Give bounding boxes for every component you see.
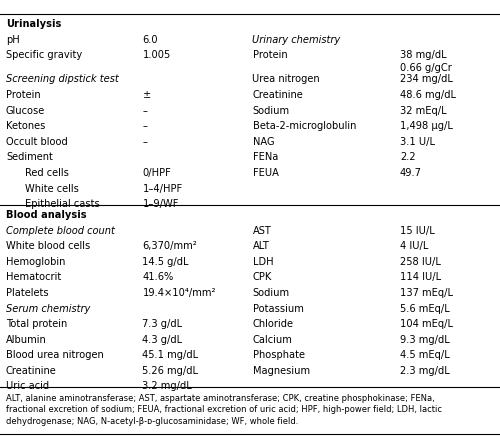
Text: 3.2 mg/dL: 3.2 mg/dL bbox=[142, 381, 192, 391]
Text: 234 mg/dL: 234 mg/dL bbox=[400, 74, 453, 84]
Text: 0.66 g/gCr: 0.66 g/gCr bbox=[400, 63, 452, 73]
Text: Hemoglobin: Hemoglobin bbox=[6, 256, 66, 266]
Text: 15 IU/L: 15 IU/L bbox=[400, 225, 435, 235]
Text: –: – bbox=[142, 137, 148, 146]
Text: 5.26 mg/dL: 5.26 mg/dL bbox=[142, 365, 199, 375]
Text: 2.3 mg/dL: 2.3 mg/dL bbox=[400, 365, 450, 375]
Text: 3.1 U/L: 3.1 U/L bbox=[400, 137, 435, 146]
Text: –: – bbox=[142, 121, 148, 131]
Text: White cells: White cells bbox=[25, 183, 79, 193]
Text: 4.3 g/dL: 4.3 g/dL bbox=[142, 334, 182, 344]
Text: pH: pH bbox=[6, 35, 20, 45]
Text: 137 mEq/L: 137 mEq/L bbox=[400, 287, 453, 297]
Text: Creatinine: Creatinine bbox=[252, 90, 303, 100]
Text: Sodium: Sodium bbox=[252, 287, 290, 297]
Text: Blood urea nitrogen: Blood urea nitrogen bbox=[6, 350, 104, 360]
Text: 19.4×10⁴/mm²: 19.4×10⁴/mm² bbox=[142, 287, 216, 297]
Text: Urinary chemistry: Urinary chemistry bbox=[252, 35, 341, 45]
Text: Complete blood count: Complete blood count bbox=[6, 225, 115, 235]
Text: Chloride: Chloride bbox=[252, 318, 294, 328]
Text: Hematocrit: Hematocrit bbox=[6, 272, 61, 282]
Text: 4 IU/L: 4 IU/L bbox=[400, 240, 428, 251]
Text: 48.6 mg/dL: 48.6 mg/dL bbox=[400, 90, 456, 100]
Text: White blood cells: White blood cells bbox=[6, 240, 90, 251]
Text: Uric acid: Uric acid bbox=[6, 381, 49, 391]
Text: 2.2: 2.2 bbox=[400, 152, 415, 162]
Text: NAG: NAG bbox=[252, 137, 274, 146]
Text: 6.0: 6.0 bbox=[142, 35, 158, 45]
Text: AST: AST bbox=[252, 225, 272, 235]
Text: ALT, alanine aminotransferase; AST, aspartate aminotransferase; CPK, creatine ph: ALT, alanine aminotransferase; AST, aspa… bbox=[6, 393, 442, 425]
Text: Phosphate: Phosphate bbox=[252, 350, 304, 360]
Text: 9.3 mg/dL: 9.3 mg/dL bbox=[400, 334, 450, 344]
Text: Urea nitrogen: Urea nitrogen bbox=[252, 74, 320, 84]
Text: ALT: ALT bbox=[252, 240, 270, 251]
Text: 104 mEq/L: 104 mEq/L bbox=[400, 318, 453, 328]
Text: FENa: FENa bbox=[252, 152, 278, 162]
Text: Specific gravity: Specific gravity bbox=[6, 50, 82, 60]
Text: 114 IU/L: 114 IU/L bbox=[400, 272, 441, 282]
Text: 4.5 mEq/L: 4.5 mEq/L bbox=[400, 350, 450, 360]
Text: Occult blood: Occult blood bbox=[6, 137, 68, 146]
Text: Glucose: Glucose bbox=[6, 106, 45, 115]
Text: Red cells: Red cells bbox=[25, 168, 69, 177]
Text: Sediment: Sediment bbox=[6, 152, 53, 162]
Text: Ketones: Ketones bbox=[6, 121, 46, 131]
Text: Blood analysis: Blood analysis bbox=[6, 209, 86, 219]
Text: Protein: Protein bbox=[6, 90, 40, 100]
Text: 32 mEq/L: 32 mEq/L bbox=[400, 106, 446, 115]
Text: FEUA: FEUA bbox=[252, 168, 278, 177]
Text: LDH: LDH bbox=[252, 256, 273, 266]
Text: 6,370/mm²: 6,370/mm² bbox=[142, 240, 197, 251]
Text: Screening dipstick test: Screening dipstick test bbox=[6, 74, 119, 84]
Text: 1,498 μg/L: 1,498 μg/L bbox=[400, 121, 453, 131]
Text: Potassium: Potassium bbox=[252, 303, 304, 313]
Text: ±: ± bbox=[142, 90, 151, 100]
Text: 41.6%: 41.6% bbox=[142, 272, 174, 282]
Text: 1–4/HPF: 1–4/HPF bbox=[142, 183, 182, 193]
Text: Platelets: Platelets bbox=[6, 287, 48, 297]
Text: Magnesium: Magnesium bbox=[252, 365, 310, 375]
Text: 1.005: 1.005 bbox=[142, 50, 171, 60]
Text: 0/HPF: 0/HPF bbox=[142, 168, 171, 177]
Text: Creatinine: Creatinine bbox=[6, 365, 57, 375]
Text: CPK: CPK bbox=[252, 272, 272, 282]
Text: 49.7: 49.7 bbox=[400, 168, 422, 177]
Text: Epithelial casts: Epithelial casts bbox=[25, 199, 100, 208]
Text: 14.5 g/dL: 14.5 g/dL bbox=[142, 256, 189, 266]
Text: Serum chemistry: Serum chemistry bbox=[6, 303, 90, 313]
Text: Protein: Protein bbox=[252, 50, 287, 60]
Text: 1–9/WF: 1–9/WF bbox=[142, 199, 179, 208]
Text: Calcium: Calcium bbox=[252, 334, 292, 344]
Text: 7.3 g/dL: 7.3 g/dL bbox=[142, 318, 182, 328]
Text: Total protein: Total protein bbox=[6, 318, 67, 328]
Text: –: – bbox=[142, 106, 148, 115]
Text: 5.6 mEq/L: 5.6 mEq/L bbox=[400, 303, 450, 313]
Text: 38 mg/dL: 38 mg/dL bbox=[400, 50, 446, 60]
Text: Beta-2-microglobulin: Beta-2-microglobulin bbox=[252, 121, 356, 131]
Text: 45.1 mg/dL: 45.1 mg/dL bbox=[142, 350, 199, 360]
Text: Albumin: Albumin bbox=[6, 334, 47, 344]
Text: Sodium: Sodium bbox=[252, 106, 290, 115]
Text: 258 IU/L: 258 IU/L bbox=[400, 256, 441, 266]
Text: Urinalysis: Urinalysis bbox=[6, 19, 62, 29]
